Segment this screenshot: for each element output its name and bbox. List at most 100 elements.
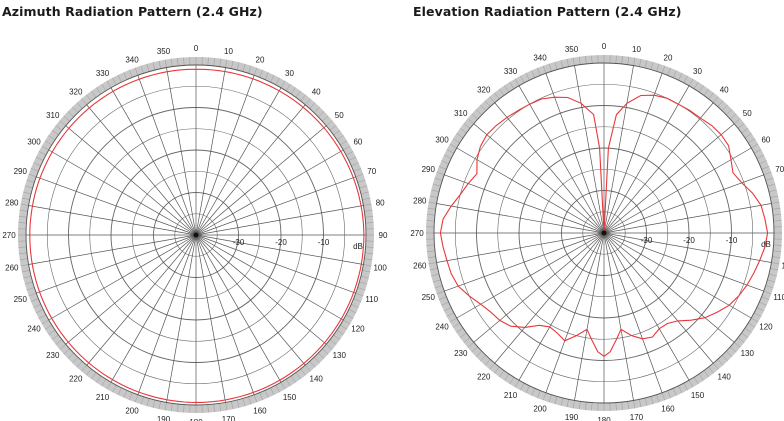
elevation-center-point (601, 230, 607, 236)
azimuth-minor-tick (253, 67, 258, 76)
elevation-minor-tick (751, 317, 759, 323)
azimuth-angle-label: 200 (125, 407, 139, 416)
azimuth-minor-tick (248, 65, 252, 74)
elevation-spoke (444, 174, 605, 234)
azimuth-minor-tick (20, 203, 29, 206)
elevation-minor-tick (759, 160, 767, 165)
azimuth-minor-tick (48, 135, 56, 141)
elevation-minor-tick (770, 195, 779, 198)
azimuth-minor-tick (152, 399, 156, 408)
azimuth-spoke (195, 75, 255, 236)
azimuth-angle-label: 350 (157, 47, 171, 56)
elevation-minor-tick (480, 104, 487, 111)
elevation-minor-tick (737, 337, 745, 343)
azimuth-minor-tick (91, 90, 97, 98)
elevation-minor-tick (475, 350, 482, 357)
elevation-spoke (603, 203, 772, 234)
elevation-minor-tick (446, 149, 455, 154)
elevation-minor-tick (763, 171, 772, 176)
elevation-minor-tick (585, 55, 587, 64)
elevation-minor-tick (639, 399, 642, 408)
elevation-minor-tick (661, 65, 666, 74)
azimuth-minor-tick (177, 57, 179, 66)
elevation-minor-tick (426, 214, 435, 216)
elevation-minor-tick (504, 373, 510, 381)
elevation-minor-tick (717, 100, 724, 107)
elevation-chart-title: Elevation Radiation Pattern (2.4 GHz) (413, 4, 682, 19)
elevation-spoke (603, 232, 764, 292)
elevation-minor-tick (456, 133, 464, 139)
azimuth-angle-label: 240 (27, 325, 41, 334)
elevation-minor-tick (615, 55, 617, 64)
azimuth-spoke (166, 234, 197, 403)
azimuth-minor-tick (72, 357, 79, 364)
elevation-minor-tick (767, 183, 776, 187)
azimuth-minor-tick (365, 216, 374, 218)
elevation-spoke (603, 147, 752, 234)
azimuth-angle-label: 30 (285, 69, 294, 78)
azimuth-minor-tick (364, 258, 373, 261)
azimuth-angle-label: 70 (367, 167, 376, 176)
azimuth-minor-tick (275, 384, 280, 393)
elevation-minor-tick (426, 250, 435, 252)
elevation-minor-tick (459, 332, 467, 338)
elevation-spoke (518, 232, 605, 381)
elevation-spoke (603, 123, 735, 234)
azimuth-minor-tick (353, 168, 362, 172)
azimuth-angle-label: 170 (222, 415, 236, 421)
azimuth-minor-tick (348, 156, 357, 161)
azimuth-radial-label: -10 (318, 238, 330, 247)
azimuth-minor-tick (23, 275, 32, 279)
azimuth-minor-tick (59, 344, 66, 350)
elevation-pattern-trace (439, 94, 769, 357)
azimuth-minor-tick (365, 246, 374, 248)
azimuth-minor-tick (365, 252, 374, 254)
azimuth-minor-tick (345, 151, 354, 156)
azimuth-minor-tick (345, 314, 354, 319)
azimuth-minor-tick (63, 115, 70, 122)
azimuth-minor-tick (351, 162, 359, 167)
azimuth-minor-tick (81, 98, 87, 105)
azimuth-radial-label: -30 (233, 238, 245, 247)
elevation-minor-tick (431, 273, 440, 277)
elevation-minor-tick (693, 377, 699, 385)
azimuth-spoke (195, 234, 226, 403)
azimuth-minor-tick (44, 324, 52, 330)
azimuth-minor-tick (140, 396, 144, 405)
azimuth-spoke (110, 87, 197, 236)
elevation-minor-tick (560, 60, 564, 69)
elevation-minor-tick (475, 109, 482, 116)
azimuth-minor-tick (134, 394, 139, 403)
azimuth-minor-tick (336, 135, 344, 141)
elevation-spoke (603, 65, 634, 234)
elevation-minor-tick (761, 166, 770, 170)
elevation-minor-tick (773, 250, 782, 252)
azimuth-minor-tick (231, 60, 234, 69)
elevation-minor-tick (463, 337, 471, 343)
elevation-minor-tick (459, 128, 467, 134)
azimuth-minor-tick (18, 216, 27, 218)
azimuth-minor-tick (117, 387, 122, 396)
azimuth-minor-tick (295, 90, 301, 98)
azimuth-minor-tick (355, 173, 364, 178)
elevation-minor-tick (756, 307, 765, 312)
elevation-minor-tick (509, 81, 515, 89)
elevation-minor-tick (683, 75, 688, 84)
elevation-radial-label: -10 (726, 236, 738, 245)
azimuth-spoke (48, 149, 197, 236)
elevation-minor-tick (621, 55, 623, 64)
elevation-minor-tick (554, 61, 558, 70)
azimuth-minor-tick (26, 287, 35, 291)
azimuth-spoke (65, 125, 197, 236)
elevation-minor-tick (627, 401, 630, 410)
azimuth-minor-tick (86, 94, 92, 102)
elevation-minor-tick (441, 160, 449, 165)
elevation-radial-label: -20 (683, 236, 695, 245)
azimuth-angle-label: 110 (365, 295, 378, 304)
elevation-minor-tick (484, 100, 491, 107)
elevation-spoke (473, 123, 605, 234)
elevation-spoke (436, 232, 605, 263)
elevation-spoke (603, 232, 663, 393)
azimuth-radial-unit: dB (353, 242, 363, 251)
elevation-angle-label: 20 (664, 53, 673, 62)
